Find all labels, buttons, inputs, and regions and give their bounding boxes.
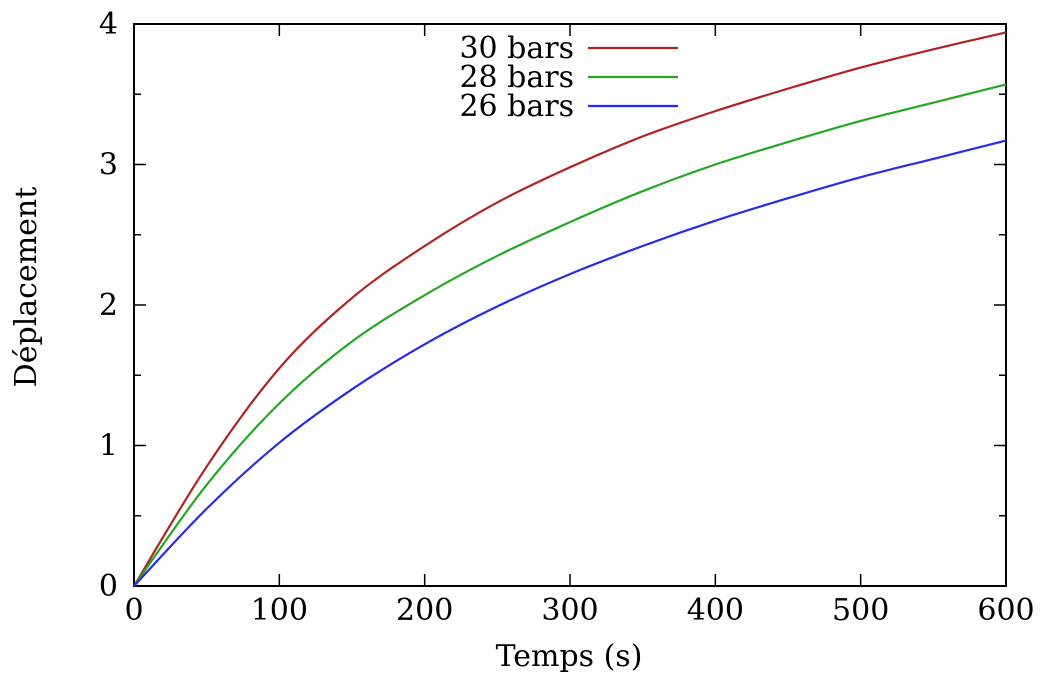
- x-tick-label: 0: [124, 593, 143, 628]
- y-tick-label: 1: [99, 429, 118, 464]
- x-tick-label: 500: [832, 593, 889, 628]
- y-axis-title: Déplacement: [9, 187, 44, 388]
- x-axis-title: Temps (s): [496, 639, 643, 674]
- legend-label: 30 bars: [459, 31, 574, 66]
- x-tick-label: 600: [977, 593, 1034, 628]
- series-line-30-bars: [133, 31, 1007, 587]
- x-tick-label: 100: [251, 593, 308, 628]
- y-tick-label: 3: [99, 148, 118, 183]
- series-line-28-bars: [133, 83, 1007, 587]
- y-tick-label: 2: [99, 288, 118, 323]
- axes: 0 100 200 300 400 500 600 0 1 2 3 4: [99, 7, 1035, 628]
- legend-label: 26 bars: [459, 89, 574, 124]
- legend-label: 28 bars: [459, 60, 574, 95]
- series-line-26-bars: [133, 139, 1007, 587]
- x-tick-label: 200: [396, 593, 453, 628]
- x-tick-label: 300: [541, 593, 598, 628]
- y-tick-label: 4: [99, 7, 118, 42]
- series-lines: [133, 31, 1007, 587]
- x-tick-label: 400: [687, 593, 744, 628]
- y-tick-label: 0: [99, 569, 118, 604]
